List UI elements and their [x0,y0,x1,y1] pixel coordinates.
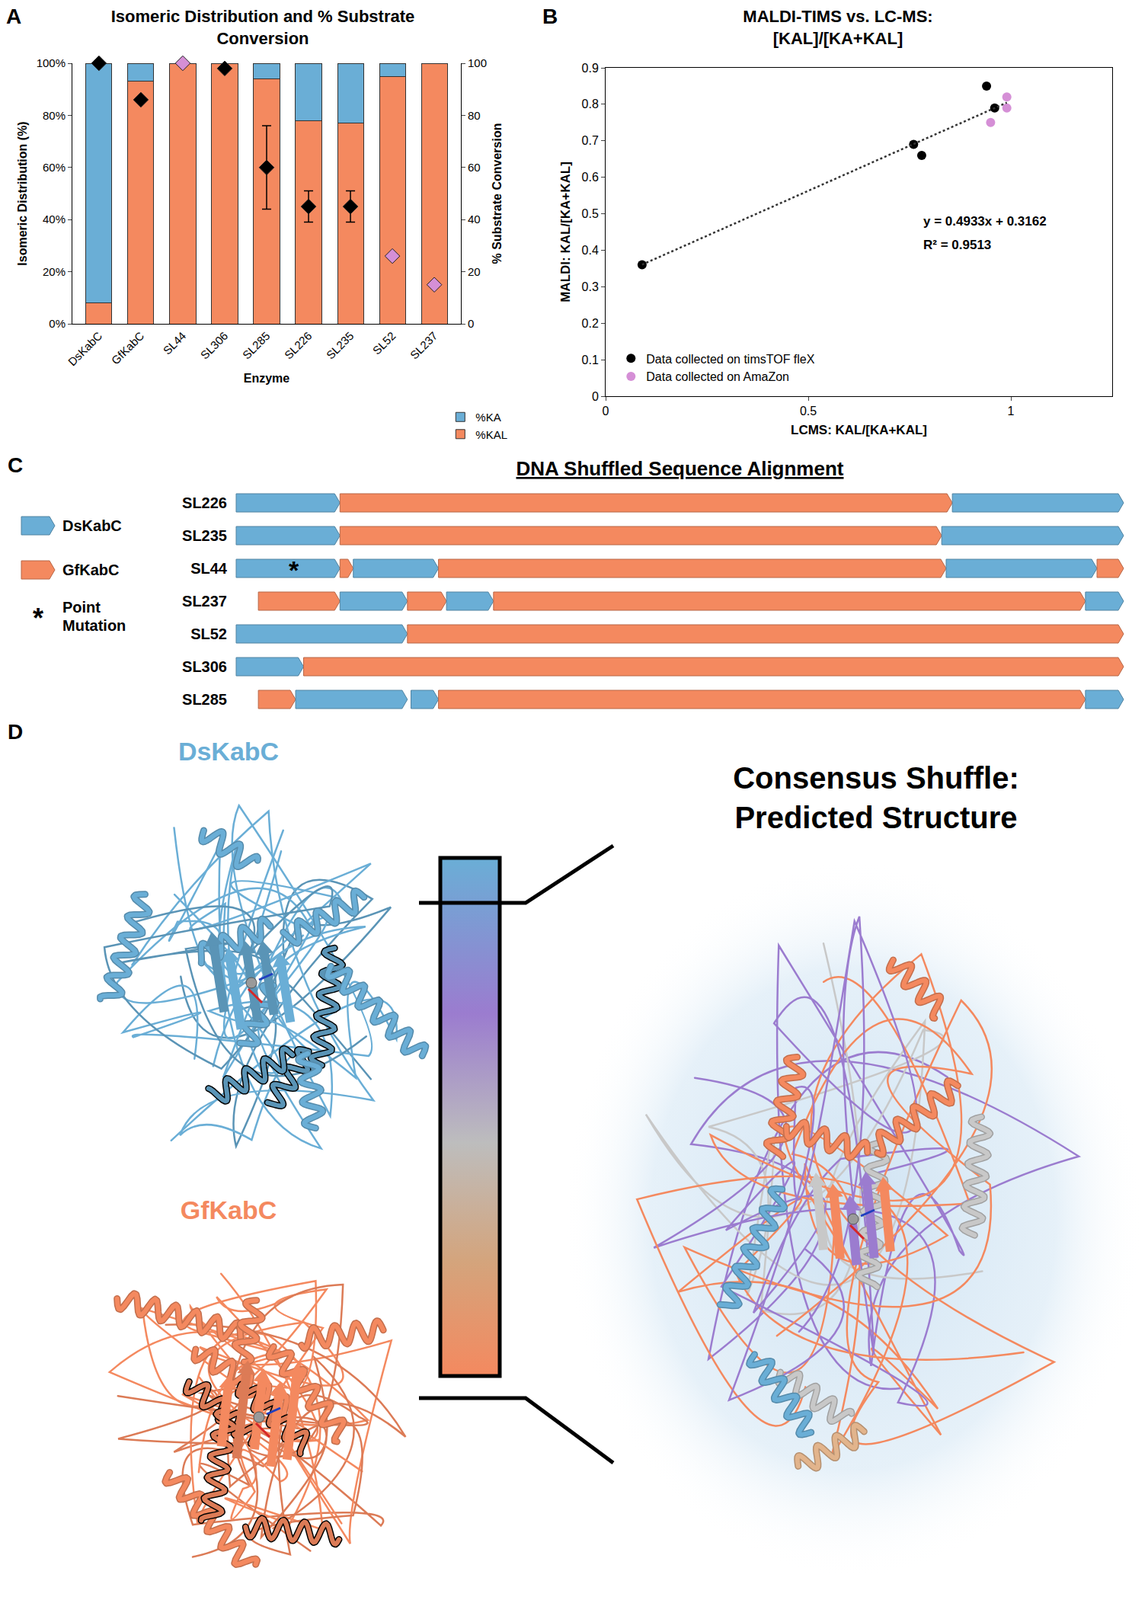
svg-text:LCMS: KAL/[KA+KAL]: LCMS: KAL/[KA+KAL] [790,422,928,438]
svg-text:*: * [32,602,44,634]
svg-text:20: 20 [467,265,481,279]
svg-text:*: * [288,555,300,585]
svg-text:0: 0 [467,316,474,330]
svg-text:0.7: 0.7 [581,134,599,148]
svg-text:Data collected on timsTOF fleX: Data collected on timsTOF fleX [645,352,815,366]
svg-text:0.6: 0.6 [581,170,599,184]
svg-text:DsKabC: DsKabC [65,329,106,369]
svg-text:%KAL: %KAL [475,428,508,442]
svg-text:%KA: %KA [475,410,501,424]
svg-text:SL52: SL52 [190,625,228,643]
svg-text:Isomeric Distribution (%): Isomeric Distribution (%) [15,121,29,266]
svg-text:y = 0.4933x + 0.3162: y = 0.4933x + 0.3162 [923,214,1047,229]
svg-text:0.8: 0.8 [581,97,599,111]
svg-text:DNA Shuffled Sequence Alignmen: DNA Shuffled Sequence Alignment [516,457,845,480]
svg-text:20%: 20% [42,265,66,279]
svg-text:GfKabC: GfKabC [62,561,119,579]
svg-text:R² = 0.9513: R² = 0.9513 [923,237,992,253]
svg-text:SL237: SL237 [407,329,441,362]
svg-text:1: 1 [1007,404,1015,418]
svg-text:SL235: SL235 [182,527,228,544]
svg-text:40: 40 [467,212,481,226]
svg-text:Predicted Structure: Predicted Structure [734,800,1017,835]
svg-text:C: C [7,453,23,477]
svg-text:SL237: SL237 [182,592,228,610]
svg-text:Mutation: Mutation [62,617,126,634]
svg-text:SL235: SL235 [323,329,357,362]
svg-text:60%: 60% [42,160,66,174]
svg-text:SL306: SL306 [182,658,228,675]
svg-text:0.4: 0.4 [581,243,599,257]
svg-text:100%: 100% [36,56,66,70]
html-text:B: B [542,4,558,29]
svg-text:0%: 0% [48,316,66,330]
svg-text:0.3: 0.3 [581,280,599,294]
svg-text:SL44: SL44 [160,329,189,358]
svg-text:SL285: SL285 [182,690,228,708]
svg-text:SL52: SL52 [370,329,399,358]
svg-text:GfKabC: GfKabC [180,1195,278,1225]
svg-text:DsKabC: DsKabC [178,736,279,766]
svg-text:0.9: 0.9 [581,61,599,75]
svg-text:80%: 80% [42,108,66,122]
svg-text:SL226: SL226 [182,494,228,512]
svg-text:Enzyme: Enzyme [243,371,291,385]
svg-text:0.2: 0.2 [581,316,599,330]
svg-text:SL44: SL44 [190,559,228,577]
svg-text:DsKabC: DsKabC [62,517,122,535]
svg-text:80: 80 [467,108,481,122]
svg-text:0.1: 0.1 [581,353,599,367]
svg-text:SL306: SL306 [198,329,231,362]
svg-text:60: 60 [467,160,481,174]
svg-text:GfKabC: GfKabC [108,329,148,368]
html-text:A: A [6,4,22,29]
svg-text:SL285: SL285 [239,329,273,362]
svg-text:D: D [7,719,23,744]
svg-text:0.5: 0.5 [581,207,599,221]
svg-text:Isomeric Distribution and % Su: Isomeric Distribution and % SubstrateCon… [111,6,416,48]
svg-text:0: 0 [591,390,599,403]
svg-text:% Substrate Conversion: % Substrate Conversion [490,123,504,265]
svg-text:Consensus Shuffle:: Consensus Shuffle: [732,761,1020,795]
svg-text:SL226: SL226 [281,329,315,362]
svg-text:MALDI-TIMS vs. LC-MS:[KAL]/[KA: MALDI-TIMS vs. LC-MS:[KAL]/[KA+KAL] [742,6,933,48]
svg-text:Point: Point [62,598,101,616]
svg-text:MALDI: KAL/[KA+KAL]: MALDI: KAL/[KA+KAL] [558,161,573,303]
svg-text:0: 0 [602,404,610,418]
svg-text:0.5: 0.5 [799,404,817,418]
svg-text:100: 100 [467,56,487,70]
svg-text:40%: 40% [42,212,66,226]
svg-text:Data collected on AmaZon: Data collected on AmaZon [645,370,790,384]
